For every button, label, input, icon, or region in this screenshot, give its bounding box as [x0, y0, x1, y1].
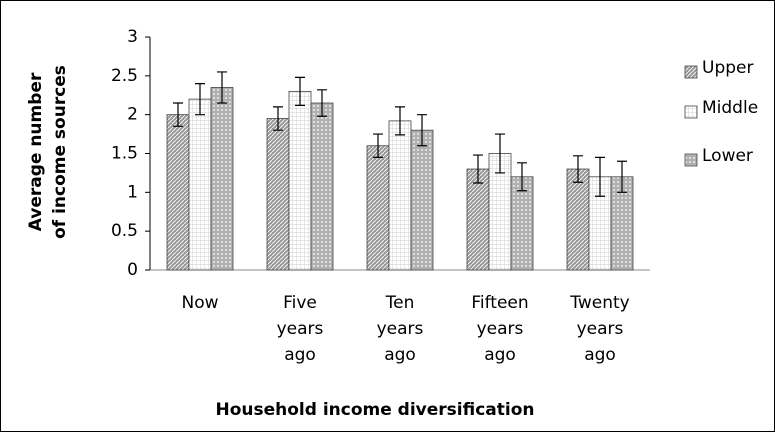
bar — [210, 87, 234, 271]
error-bar — [573, 155, 583, 183]
bar — [410, 129, 434, 271]
x-axis-label: Household income diversification — [215, 400, 534, 420]
error-bar — [617, 160, 627, 193]
error-bar — [473, 154, 483, 184]
bar — [388, 120, 412, 271]
y-tick-label: 1 — [127, 182, 138, 202]
error-bar — [495, 133, 505, 174]
bar — [166, 114, 190, 271]
y-axis-label: Average number of income sources — [26, 65, 70, 239]
y-tick-label: 0.5 — [111, 221, 138, 241]
bar — [188, 98, 212, 271]
bar — [366, 145, 390, 271]
legend-label: Middle — [702, 98, 758, 118]
x-tick-label: Five years ago — [276, 293, 324, 365]
error-bar — [417, 114, 427, 147]
bar — [266, 118, 290, 271]
bar — [310, 102, 334, 271]
legend-swatch — [684, 65, 698, 79]
error-bar — [395, 106, 405, 136]
error-bar — [217, 71, 227, 104]
x-tick-label: Twenty years ago — [570, 293, 630, 365]
y-axis-label-line: of income sources — [50, 65, 70, 239]
error-bar — [273, 106, 283, 131]
y-tick-label: 2.5 — [111, 66, 138, 86]
error-bar — [317, 89, 327, 117]
y-tick-label: 3 — [127, 27, 138, 47]
error-bar — [195, 83, 205, 116]
legend-label: Upper — [702, 58, 753, 78]
error-bar — [373, 133, 383, 158]
bar — [566, 168, 590, 271]
error-bar — [173, 102, 183, 127]
x-tick-label: Now — [181, 293, 219, 313]
y-axis-label-line: Average number — [26, 72, 46, 231]
error-bar — [517, 162, 527, 192]
error-bar — [595, 156, 605, 197]
x-tick-label: Ten years ago — [376, 293, 424, 365]
y-tick-label: 0 — [127, 260, 138, 280]
legend-label: Lower — [702, 146, 753, 166]
bar — [288, 90, 312, 271]
x-tick-label: Fifteen years ago — [471, 293, 529, 365]
error-bar — [295, 76, 305, 106]
bar — [466, 168, 490, 271]
legend-swatch — [684, 105, 698, 119]
y-tick-label: 2 — [127, 105, 138, 125]
y-tick-label: 1.5 — [111, 144, 138, 164]
legend-swatch — [684, 153, 698, 167]
